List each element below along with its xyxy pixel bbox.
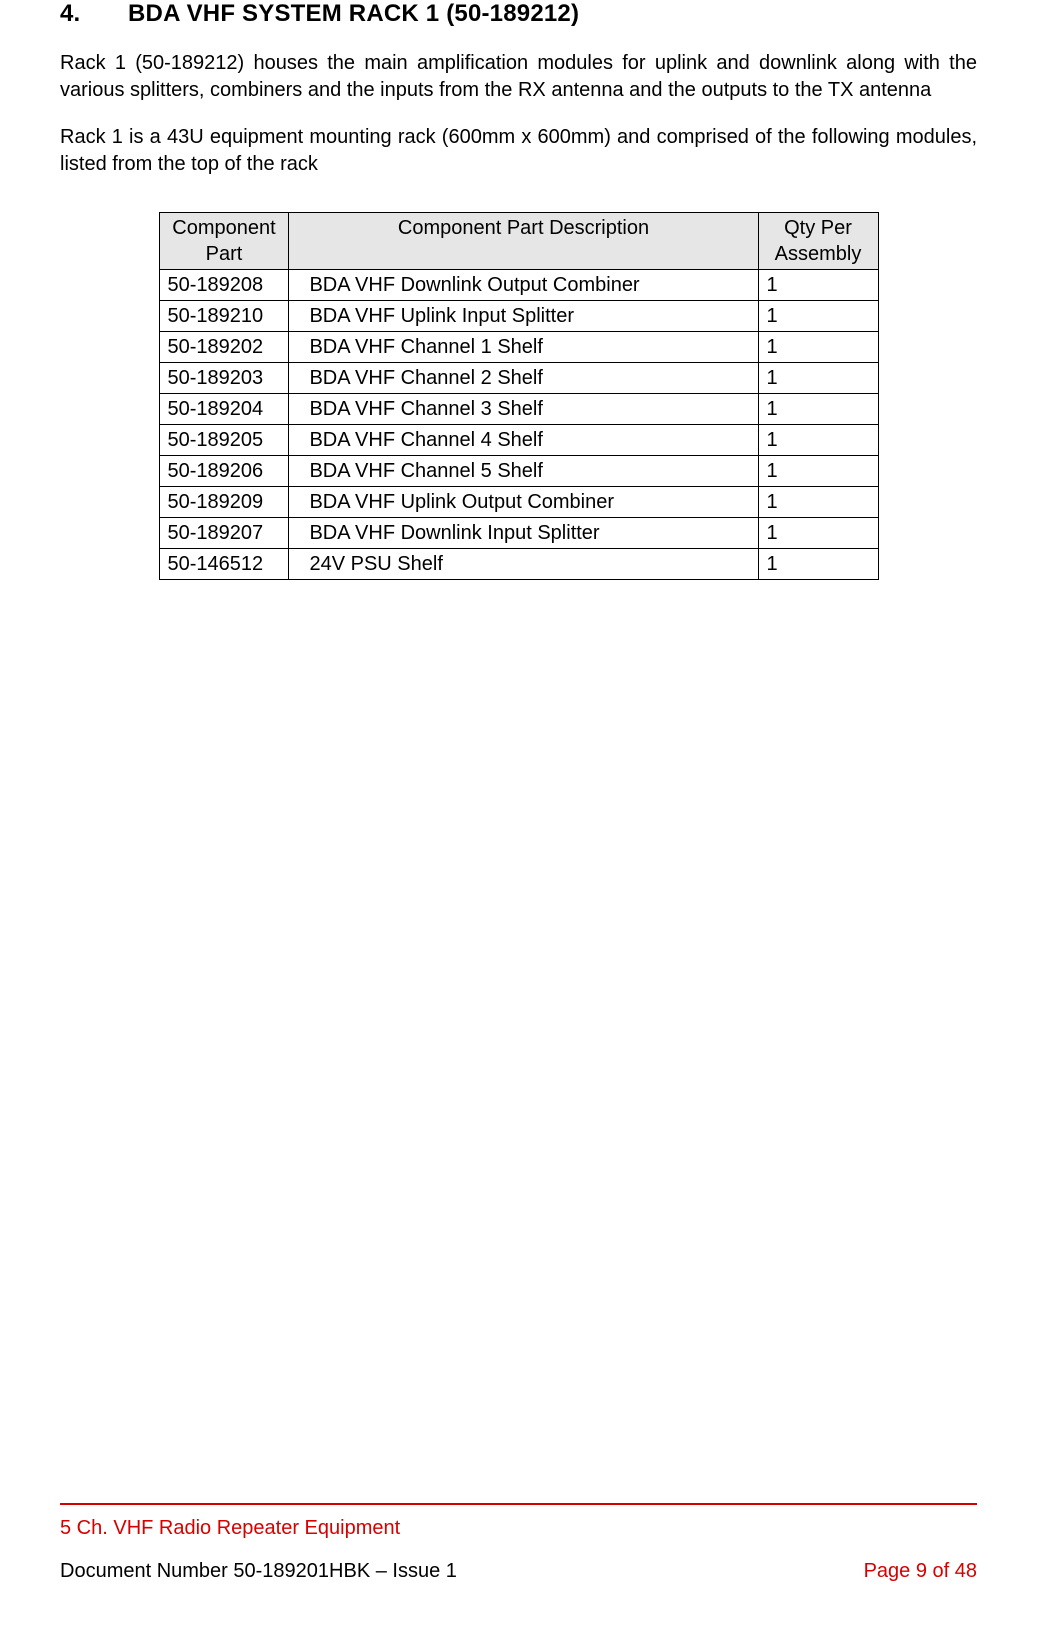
table-row: 50-189209 BDA VHF Uplink Output Combiner… <box>159 487 878 518</box>
table-row: 50-189203 BDA VHF Channel 2 Shelf 1 <box>159 363 878 394</box>
col-header-qty: Qty Per Assembly <box>758 213 878 270</box>
col-header-desc: Component Part Description <box>289 213 758 270</box>
table-row: 50-189210 BDA VHF Uplink Input Splitter … <box>159 301 878 332</box>
table-row: 50-189207 BDA VHF Downlink Input Splitte… <box>159 518 878 549</box>
table-row: 50-189204 BDA VHF Channel 3 Shelf 1 <box>159 394 878 425</box>
table-row: 50-189205 BDA VHF Channel 4 Shelf 1 <box>159 425 878 456</box>
content-area: 4.BDA VHF SYSTEM RACK 1 (50-189212) Rack… <box>60 0 977 580</box>
cell-desc: BDA VHF Channel 4 Shelf <box>289 425 758 456</box>
page: 4.BDA VHF SYSTEM RACK 1 (50-189212) Rack… <box>0 0 1037 1631</box>
cell-part: 50-189204 <box>159 394 289 425</box>
cell-qty: 1 <box>758 363 878 394</box>
section-heading: 4.BDA VHF SYSTEM RACK 1 (50-189212) <box>60 0 977 28</box>
table-row: 50-146512 24V PSU Shelf 1 <box>159 549 878 580</box>
cell-desc: BDA VHF Uplink Output Combiner <box>289 487 758 518</box>
cell-qty: 1 <box>758 270 878 301</box>
cell-desc: 24V PSU Shelf <box>289 549 758 580</box>
cell-qty: 1 <box>758 518 878 549</box>
col-header-part: Component Part <box>159 213 289 270</box>
cell-desc: BDA VHF Channel 1 Shelf <box>289 332 758 363</box>
cell-desc: BDA VHF Downlink Output Combiner <box>289 270 758 301</box>
footer-doc-number: Document Number 50-189201HBK – Issue 1 <box>60 1560 457 1583</box>
table-row: 50-189208 BDA VHF Downlink Output Combin… <box>159 270 878 301</box>
cell-qty: 1 <box>758 425 878 456</box>
cell-desc: BDA VHF Channel 5 Shelf <box>289 456 758 487</box>
footer-page-number: Page 9 of 48 <box>864 1560 977 1583</box>
cell-part: 50-189205 <box>159 425 289 456</box>
cell-part: 50-189206 <box>159 456 289 487</box>
paragraph-1: Rack 1 (50-189212) houses the main ampli… <box>60 50 977 104</box>
page-footer: 5 Ch. VHF Radio Repeater Equipment Docum… <box>60 1503 977 1583</box>
cell-desc: BDA VHF Channel 2 Shelf <box>289 363 758 394</box>
section-number: 4. <box>60 0 128 28</box>
cell-qty: 1 <box>758 487 878 518</box>
cell-part: 50-189207 <box>159 518 289 549</box>
cell-part: 50-189208 <box>159 270 289 301</box>
footer-rule <box>60 1503 977 1505</box>
cell-part: 50-189209 <box>159 487 289 518</box>
cell-part: 50-189210 <box>159 301 289 332</box>
cell-part: 50-189203 <box>159 363 289 394</box>
cell-desc: BDA VHF Uplink Input Splitter <box>289 301 758 332</box>
cell-qty: 1 <box>758 394 878 425</box>
table-row: 50-189202 BDA VHF Channel 1 Shelf 1 <box>159 332 878 363</box>
cell-qty: 1 <box>758 332 878 363</box>
cell-qty: 1 <box>758 301 878 332</box>
cell-desc: BDA VHF Downlink Input Splitter <box>289 518 758 549</box>
footer-title: 5 Ch. VHF Radio Repeater Equipment <box>60 1517 977 1540</box>
footer-meta: Document Number 50-189201HBK – Issue 1 P… <box>60 1560 977 1583</box>
cell-part: 50-189202 <box>159 332 289 363</box>
cell-qty: 1 <box>758 549 878 580</box>
cell-qty: 1 <box>758 456 878 487</box>
section-title-text: BDA VHF SYSTEM RACK 1 (50-189212) <box>128 0 579 27</box>
table-header-row: Component Part Component Part Descriptio… <box>159 213 878 270</box>
table-body: 50-189208 BDA VHF Downlink Output Combin… <box>159 270 878 580</box>
paragraph-2: Rack 1 is a 43U equipment mounting rack … <box>60 124 977 178</box>
table-wrapper: Component Part Component Part Descriptio… <box>60 212 977 580</box>
table-row: 50-189206 BDA VHF Channel 5 Shelf 1 <box>159 456 878 487</box>
cell-part: 50-146512 <box>159 549 289 580</box>
cell-desc: BDA VHF Channel 3 Shelf <box>289 394 758 425</box>
components-table: Component Part Component Part Descriptio… <box>159 212 879 580</box>
